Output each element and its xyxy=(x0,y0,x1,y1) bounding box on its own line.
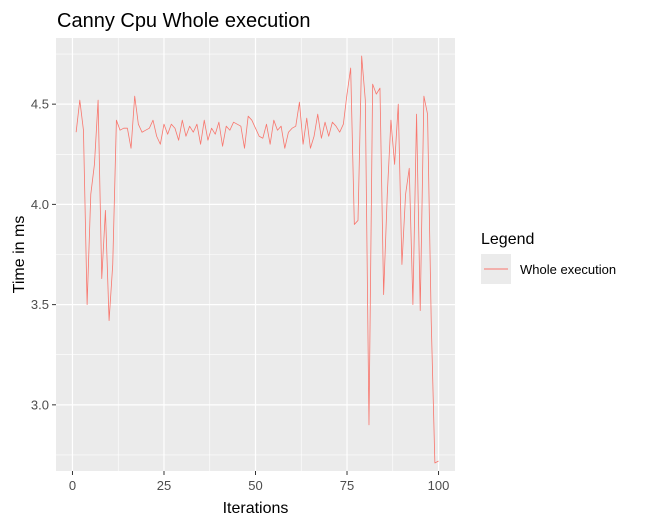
y-axis-ticks: 3.0 3.5 4.0 4.5 xyxy=(31,97,56,412)
x-axis-label: Iterations xyxy=(223,500,289,517)
y-tick-label: 4.5 xyxy=(31,97,49,112)
legend-entries: Whole execution xyxy=(481,254,616,284)
x-tick-label: 25 xyxy=(157,478,171,493)
y-axis-label: Time in ms xyxy=(11,216,28,294)
x-tick-label: 100 xyxy=(428,478,450,493)
x-tick-label: 50 xyxy=(248,478,262,493)
x-axis-ticks: 0 25 50 75 100 xyxy=(69,471,450,493)
major-gridlines xyxy=(56,38,455,471)
legend-title: Legend xyxy=(481,231,534,248)
series-layer xyxy=(75,55,439,464)
legend-label: Whole execution xyxy=(520,262,616,277)
y-tick-label: 3.5 xyxy=(31,297,49,312)
chart-title: Canny Cpu Whole execution xyxy=(57,10,310,32)
legend: Legend Whole execution xyxy=(481,231,616,284)
series-line-whole-execution xyxy=(75,55,439,464)
x-tick-label: 0 xyxy=(69,478,76,493)
y-tick-label: 4.0 xyxy=(31,197,49,212)
y-tick-label: 3.0 xyxy=(31,397,49,412)
x-tick-label: 75 xyxy=(340,478,354,493)
